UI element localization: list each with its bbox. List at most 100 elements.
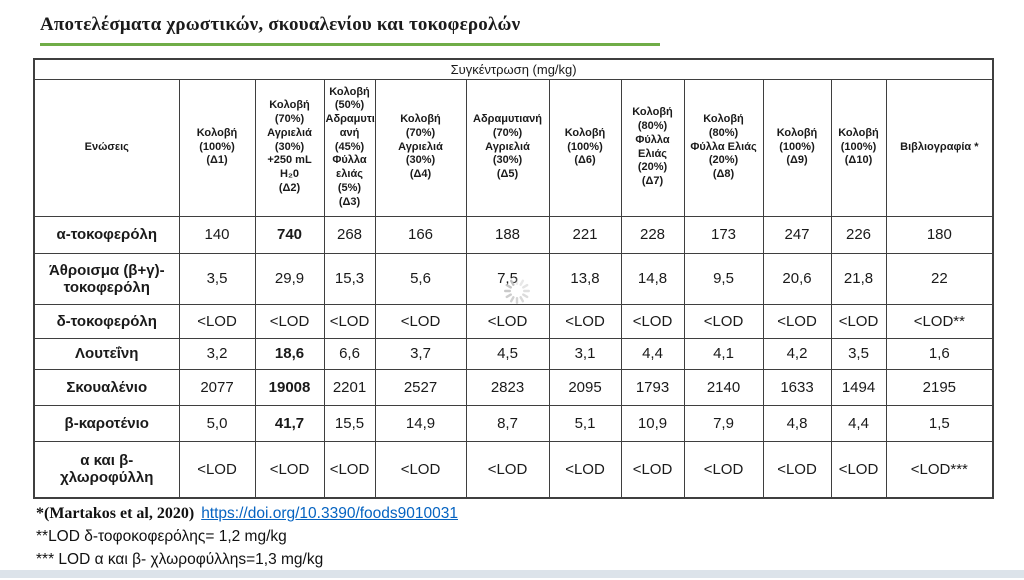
column-header-d10: Κολοβή (100%) (Δ10) [830,78,887,217]
bottom-bar [0,570,1024,578]
table-cell: 3,5 [178,252,256,305]
table-cell: 247 [762,215,832,254]
column-header-bibliography: Βιβλιογραφία * [885,78,994,217]
table-cell: 226 [830,215,887,254]
table-row: δ-τοκοφερόλη <LOD <LOD <LOD <LOD <LOD <L… [33,303,994,339]
table-cell: 740 [254,215,325,254]
table-cell: 14,9 [374,404,467,442]
table-cell: 14,8 [620,252,685,305]
page-title: Αποτελέσματα χρωστικών, σκουαλενίου και … [40,14,521,35]
table-cell: 140 [178,215,256,254]
row-label: Σκουαλένιο [33,368,180,406]
table-cell: <LOD [178,303,256,339]
footnote-lod-chlorophyll: *** LOD α και β- χλωροφύλληs=1,3 mg/kg [36,551,324,568]
table-cell: <LOD [830,440,887,499]
table-cell: 2201 [323,368,376,406]
table-cell: 18,6 [254,337,325,370]
table-cell: 1633 [762,368,832,406]
table-cell: 29,9 [254,252,325,305]
footnote-reference-citation: *(Martakos et al, 2020) [36,505,195,522]
table-cell: 5,6 [374,252,467,305]
table-cell: 7,9 [683,404,764,442]
column-header-d5: Αδραμυτιανή (70%) Αγριελιά (30%) (Δ5) [465,78,550,217]
table-cell: 4,5 [465,337,550,370]
footnote-reference: *(Martakos et al, 2020) https://doi.org/1… [36,502,458,525]
table-cell: 4,4 [620,337,685,370]
table-cell: 3,5 [830,337,887,370]
table-cell: 166 [374,215,467,254]
table-cell: 221 [548,215,622,254]
table-cell: 1494 [830,368,887,406]
table-cell: <LOD [323,303,376,339]
table-cell: 4,8 [762,404,832,442]
title-underline [40,43,660,46]
column-header-d1: Κολοβή (100%) (Δ1) [178,78,256,217]
doi-link[interactable]: https://doi.org/10.3390/foods9010031 [201,505,459,522]
table-cell: 2823 [465,368,550,406]
loading-spinner-icon [504,278,530,304]
table-cell: <LOD [178,440,256,499]
table-cell: 188 [465,215,550,254]
table-cell: <LOD [254,303,325,339]
table-cell: <LOD [830,303,887,339]
table-cell: <LOD [323,440,376,499]
table-row: β-καροτένιο 5,0 41,7 15,5 14,9 8,7 5,1 1… [33,404,994,442]
column-header-d8: Κολοβή (80%) Φύλλα Ελιάς (20%) (Δ8) [683,78,764,217]
table-row: Σκουαλένιο 2077 19008 2201 2527 2823 209… [33,368,994,406]
table-cell: 2095 [548,368,622,406]
table-cell: <LOD [374,303,467,339]
table-cell: 8,7 [465,404,550,442]
table-cell: 21,8 [830,252,887,305]
results-table: Συγκέντρωση (mg/kg) Ενώσεις Κολοβή (100%… [33,58,995,499]
table-cell: <LOD [254,440,325,499]
table-row: Λουτεΐνη 3,2 18,6 6,6 3,7 4,5 3,1 4,4 4,… [33,337,994,370]
column-header-d9: Κολοβή (100%) (Δ9) [762,78,832,217]
row-label: β-καροτένιο [33,404,180,442]
table-cell: 180 [885,215,994,254]
table-cell: <LOD [465,303,550,339]
row-label: Άθροισμα (β+γ)- τοκοφερόλη [33,252,180,305]
table-span-header: Συγκέντρωση (mg/kg) [33,58,994,80]
column-header-d3: Κολοβή (50%) Αδραμυτι ανή (45%) Φύλλα ελ… [323,78,376,217]
table-cell: 19008 [254,368,325,406]
row-label: α και β- χλωροφύλλη [33,440,180,499]
table-cell: 3,2 [178,337,256,370]
table-cell: <LOD** [885,303,994,339]
table-cell: 2527 [374,368,467,406]
table-cell: 4,4 [830,404,887,442]
table-cell: <LOD [620,440,685,499]
footnote-lod-delta-tocopherol: **LOD δ-τοφοκοφερόλης= 1,2 mg/kg [36,528,287,545]
table-cell: 2195 [885,368,994,406]
row-label: δ-τοκοφερόλη [33,303,180,339]
table-row: α και β- χλωροφύλλη <LOD <LOD <LOD <LOD … [33,440,994,499]
table-cell: 9,5 [683,252,764,305]
row-label: α-τοκοφερόλη [33,215,180,254]
table-cell: <LOD [762,440,832,499]
table-cell: 2140 [683,368,764,406]
table-cell: 13,8 [548,252,622,305]
table-cell: <LOD [620,303,685,339]
table-cell: <LOD [374,440,467,499]
column-header-enoseis: Ενώσεις [33,78,180,217]
column-header-d2: Κολοβή (70%) Αγριελιά (30%) +250 mL H₂0 … [254,78,325,217]
table-cell: 3,7 [374,337,467,370]
table-cell: 22 [885,252,994,305]
table-cell: 20,6 [762,252,832,305]
table-cell: 15,3 [323,252,376,305]
table-cell: <LOD [548,440,622,499]
table-cell: <LOD*** [885,440,994,499]
table-cell: 173 [683,215,764,254]
table-cell: 10,9 [620,404,685,442]
table-cell: 268 [323,215,376,254]
table-row: Άθροισμα (β+γ)- τοκοφερόλη 3,5 29,9 15,3… [33,252,994,305]
table-row: α-τοκοφερόλη 140 740 268 166 188 221 228… [33,215,994,254]
table-cell: <LOD [548,303,622,339]
table-cell: <LOD [683,440,764,499]
table-cell: <LOD [683,303,764,339]
row-label: Λουτεΐνη [33,337,180,370]
table-cell: 15,5 [323,404,376,442]
table-cell: 5,1 [548,404,622,442]
table-cell: <LOD [762,303,832,339]
table-cell: 1793 [620,368,685,406]
table-cell: 1,6 [885,337,994,370]
